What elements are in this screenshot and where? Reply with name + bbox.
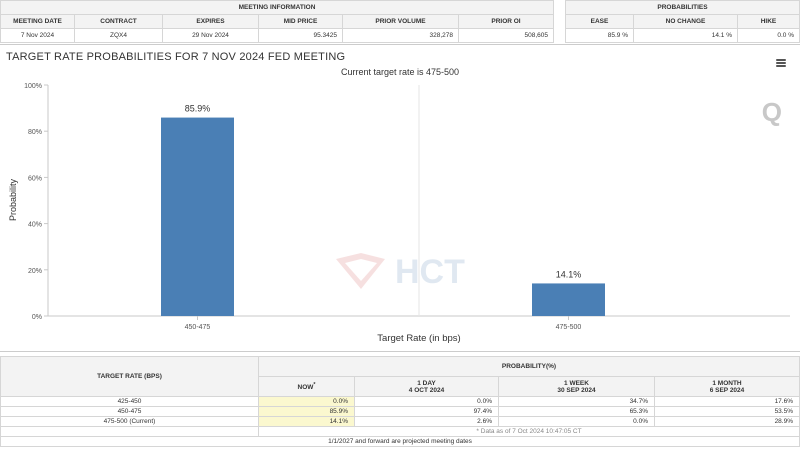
one-day-value: 2.6% xyxy=(354,416,499,427)
bar-data-label: 14.1% xyxy=(556,269,582,279)
hike-value: 0.0 % xyxy=(737,28,800,43)
y-tick-label: 20% xyxy=(28,268,42,275)
one-day-value: 0.0% xyxy=(354,396,499,407)
prior-volume-value: 328,278 xyxy=(342,28,459,43)
one-month-value: 28.9% xyxy=(654,416,800,427)
one-month-value: 53.5% xyxy=(654,406,800,417)
bar xyxy=(532,283,605,316)
header-expires: EXPIRES xyxy=(162,14,259,29)
header-target-rate: TARGET RATE (BPS) xyxy=(0,356,259,397)
contract-value: ZQX4 xyxy=(74,28,163,43)
prior-oi-value: 508,605 xyxy=(458,28,554,43)
expires-value: 29 Nov 2024 xyxy=(162,28,259,43)
ease-value: 85.9 % xyxy=(565,28,634,43)
chart-menu-icon[interactable] xyxy=(776,59,786,67)
bar xyxy=(161,117,234,316)
header-prior-volume: PRIOR VOLUME xyxy=(342,14,459,29)
bar-data-label: 85.9% xyxy=(185,104,211,114)
hct-watermark-text: HCT xyxy=(395,253,465,291)
data-timestamp-note: * Data as of 7 Oct 2024 10:47:05 CT xyxy=(258,426,800,437)
probabilities-heading: PROBABILITIES xyxy=(565,0,800,15)
now-value: 0.0% xyxy=(258,396,355,407)
table-row: 450-475 85.9% 97.4% 65.3% 53.5% xyxy=(0,406,800,417)
header-mid-price: MID PRICE xyxy=(258,14,343,29)
header-prior-oi: PRIOR OI xyxy=(458,14,554,29)
y-tick-label: 100% xyxy=(24,83,42,90)
header-1-day: 1 DAY 4 OCT 2024 xyxy=(354,376,499,397)
hct-watermark: HCT xyxy=(333,251,483,300)
y-tick-label: 40% xyxy=(28,222,42,229)
probabilities-table: PROBABILITIES EASE NO CHANGE HIKE 85.9 %… xyxy=(565,0,800,43)
one-week-value: 0.0% xyxy=(498,416,655,427)
chart-subtitle: Current target rate is 475-500 xyxy=(340,67,460,77)
projected-dates-footer: 1/1/2027 and forward are projected meeti… xyxy=(0,436,800,447)
meeting-information-heading: MEETING INFORMATION xyxy=(0,0,554,15)
table-row: 475-500 (Current) 14.1% 2.6% 0.0% 28.9% xyxy=(0,416,800,427)
meeting-information-table: MEETING INFORMATION MEETING DATE CONTRAC… xyxy=(0,0,554,43)
x-tick-label: 450-475 xyxy=(185,324,211,331)
header-probability: PROBABILITY(%) xyxy=(258,356,800,377)
y-tick-label: 80% xyxy=(28,129,42,136)
one-month-value: 17.6% xyxy=(654,396,800,407)
y-axis: 0% 20% 40% 60% 80% 100% xyxy=(24,83,48,321)
header-contract: CONTRACT xyxy=(74,14,163,29)
one-day-value: 97.4% xyxy=(354,406,499,417)
quikstrike-logo: Q xyxy=(761,97,782,127)
chart-title: TARGET RATE PROBABILITIES FOR 7 NOV 2024… xyxy=(6,51,346,63)
header-now: NOW* xyxy=(258,376,355,397)
header-no-change: NO CHANGE xyxy=(633,14,738,29)
y-tick-label: 60% xyxy=(28,175,42,182)
header-1-week: 1 WEEK 30 SEP 2024 xyxy=(498,376,655,397)
header-meeting-date: MEETING DATE xyxy=(0,14,75,29)
meeting-summary: MEETING INFORMATION MEETING DATE CONTRAC… xyxy=(0,0,800,44)
rate-label: 450-475 xyxy=(0,406,259,417)
one-week-value: 34.7% xyxy=(498,396,655,407)
chart-panel: TARGET RATE PROBABILITIES FOR 7 NOV 2024… xyxy=(0,44,800,352)
chart-grid xyxy=(47,85,790,317)
bars: 85.9% 14.1% xyxy=(161,104,605,316)
y-tick-label: 0% xyxy=(32,314,42,321)
header-1-month: 1 MONTH 6 SEP 2024 xyxy=(654,376,800,397)
header-ease: EASE xyxy=(565,14,634,29)
y-axis-label: Probability xyxy=(8,178,18,221)
rate-label: 475-500 (Current) xyxy=(0,416,259,427)
one-week-value: 65.3% xyxy=(498,406,655,417)
x-axis: 450-475 475-500 xyxy=(185,316,582,331)
probability-history-table: TARGET RATE (BPS) PROBABILITY(%) NOW* 1 … xyxy=(0,356,800,447)
meeting-date-value: 7 Nov 2024 xyxy=(0,28,75,43)
header-hike: HIKE xyxy=(737,14,800,29)
no-change-value: 14.1 % xyxy=(633,28,738,43)
table-row: 425-450 0.0% 0.0% 34.7% 17.6% xyxy=(0,396,800,407)
now-value: 85.9% xyxy=(258,406,355,417)
x-axis-label: Target Rate (in bps) xyxy=(377,333,460,344)
bar-chart: 0% 20% 40% 60% 80% 100% 85.9% 14.1% 450-475 475… xyxy=(8,83,790,344)
now-value: 14.1% xyxy=(258,416,355,427)
mid-price-value: 95.3425 xyxy=(258,28,343,43)
x-tick-label: 475-500 xyxy=(556,324,582,331)
rate-label: 425-450 xyxy=(0,396,259,407)
